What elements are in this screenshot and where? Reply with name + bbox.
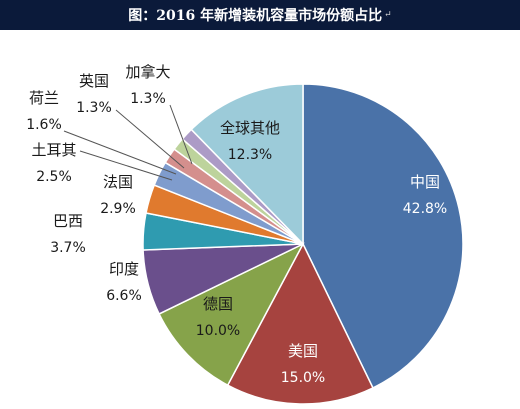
slice-value-label: 42.8% (403, 201, 447, 217)
slice-label: 德国 (203, 295, 233, 313)
slice-leader-line (115, 109, 185, 169)
slice-leader-line (79, 150, 173, 181)
slice-value-label: 1.3% (76, 100, 112, 116)
slice-value-label: 12.3% (228, 147, 272, 163)
slice-label: 法国 (103, 173, 133, 191)
slice-value-label: 1.6% (26, 117, 62, 133)
chart-title-bar: 图：2016 年新增装机容量市场份额占比 ↵ (0, 0, 520, 30)
slice-value-label: 15.0% (281, 370, 325, 386)
slice-label: 中国 (410, 173, 440, 191)
slice-value-label: 2.9% (100, 201, 136, 217)
slice-value-label: 1.3% (130, 91, 166, 107)
slice-label: 荷兰 (29, 89, 59, 107)
slice-label: 加拿大 (125, 63, 170, 81)
pie-slice (226, 242, 374, 405)
pie-slice (190, 83, 304, 246)
pie-slice (158, 242, 305, 387)
slice-label: 巴西 (53, 212, 83, 230)
slice-label: 英国 (79, 72, 109, 90)
slice-value-label: 10.0% (196, 323, 240, 339)
title-return-mark: ↵ (384, 10, 392, 20)
slice-label: 土耳其 (31, 141, 76, 159)
slice-label: 美国 (288, 342, 318, 360)
slice-leader-line (63, 130, 177, 175)
slice-value-label: 3.7% (50, 240, 86, 256)
slice-value-label: 6.6% (106, 288, 142, 304)
slice-leader-line (169, 104, 193, 165)
slice-label: 印度 (109, 260, 139, 278)
pie-chart: 中国 42.8% 美国 15.0% 德国 10.0% 印度 6.6% 巴西 3.7% 法国 2.9% 土… (26, 63, 464, 405)
chart-area: 中国 42.8% 美国 15.0% 德国 10.0% 印度 6.6% 巴西 3.7% 法国 2.9% 土… (0, 30, 520, 405)
slice-value-label: 2.5% (36, 169, 72, 185)
slice-label: 全球其他 (220, 119, 280, 137)
chart-title: 图：2016 年新增装机容量市场份额占比 (128, 8, 383, 24)
pie-slice (302, 83, 464, 389)
